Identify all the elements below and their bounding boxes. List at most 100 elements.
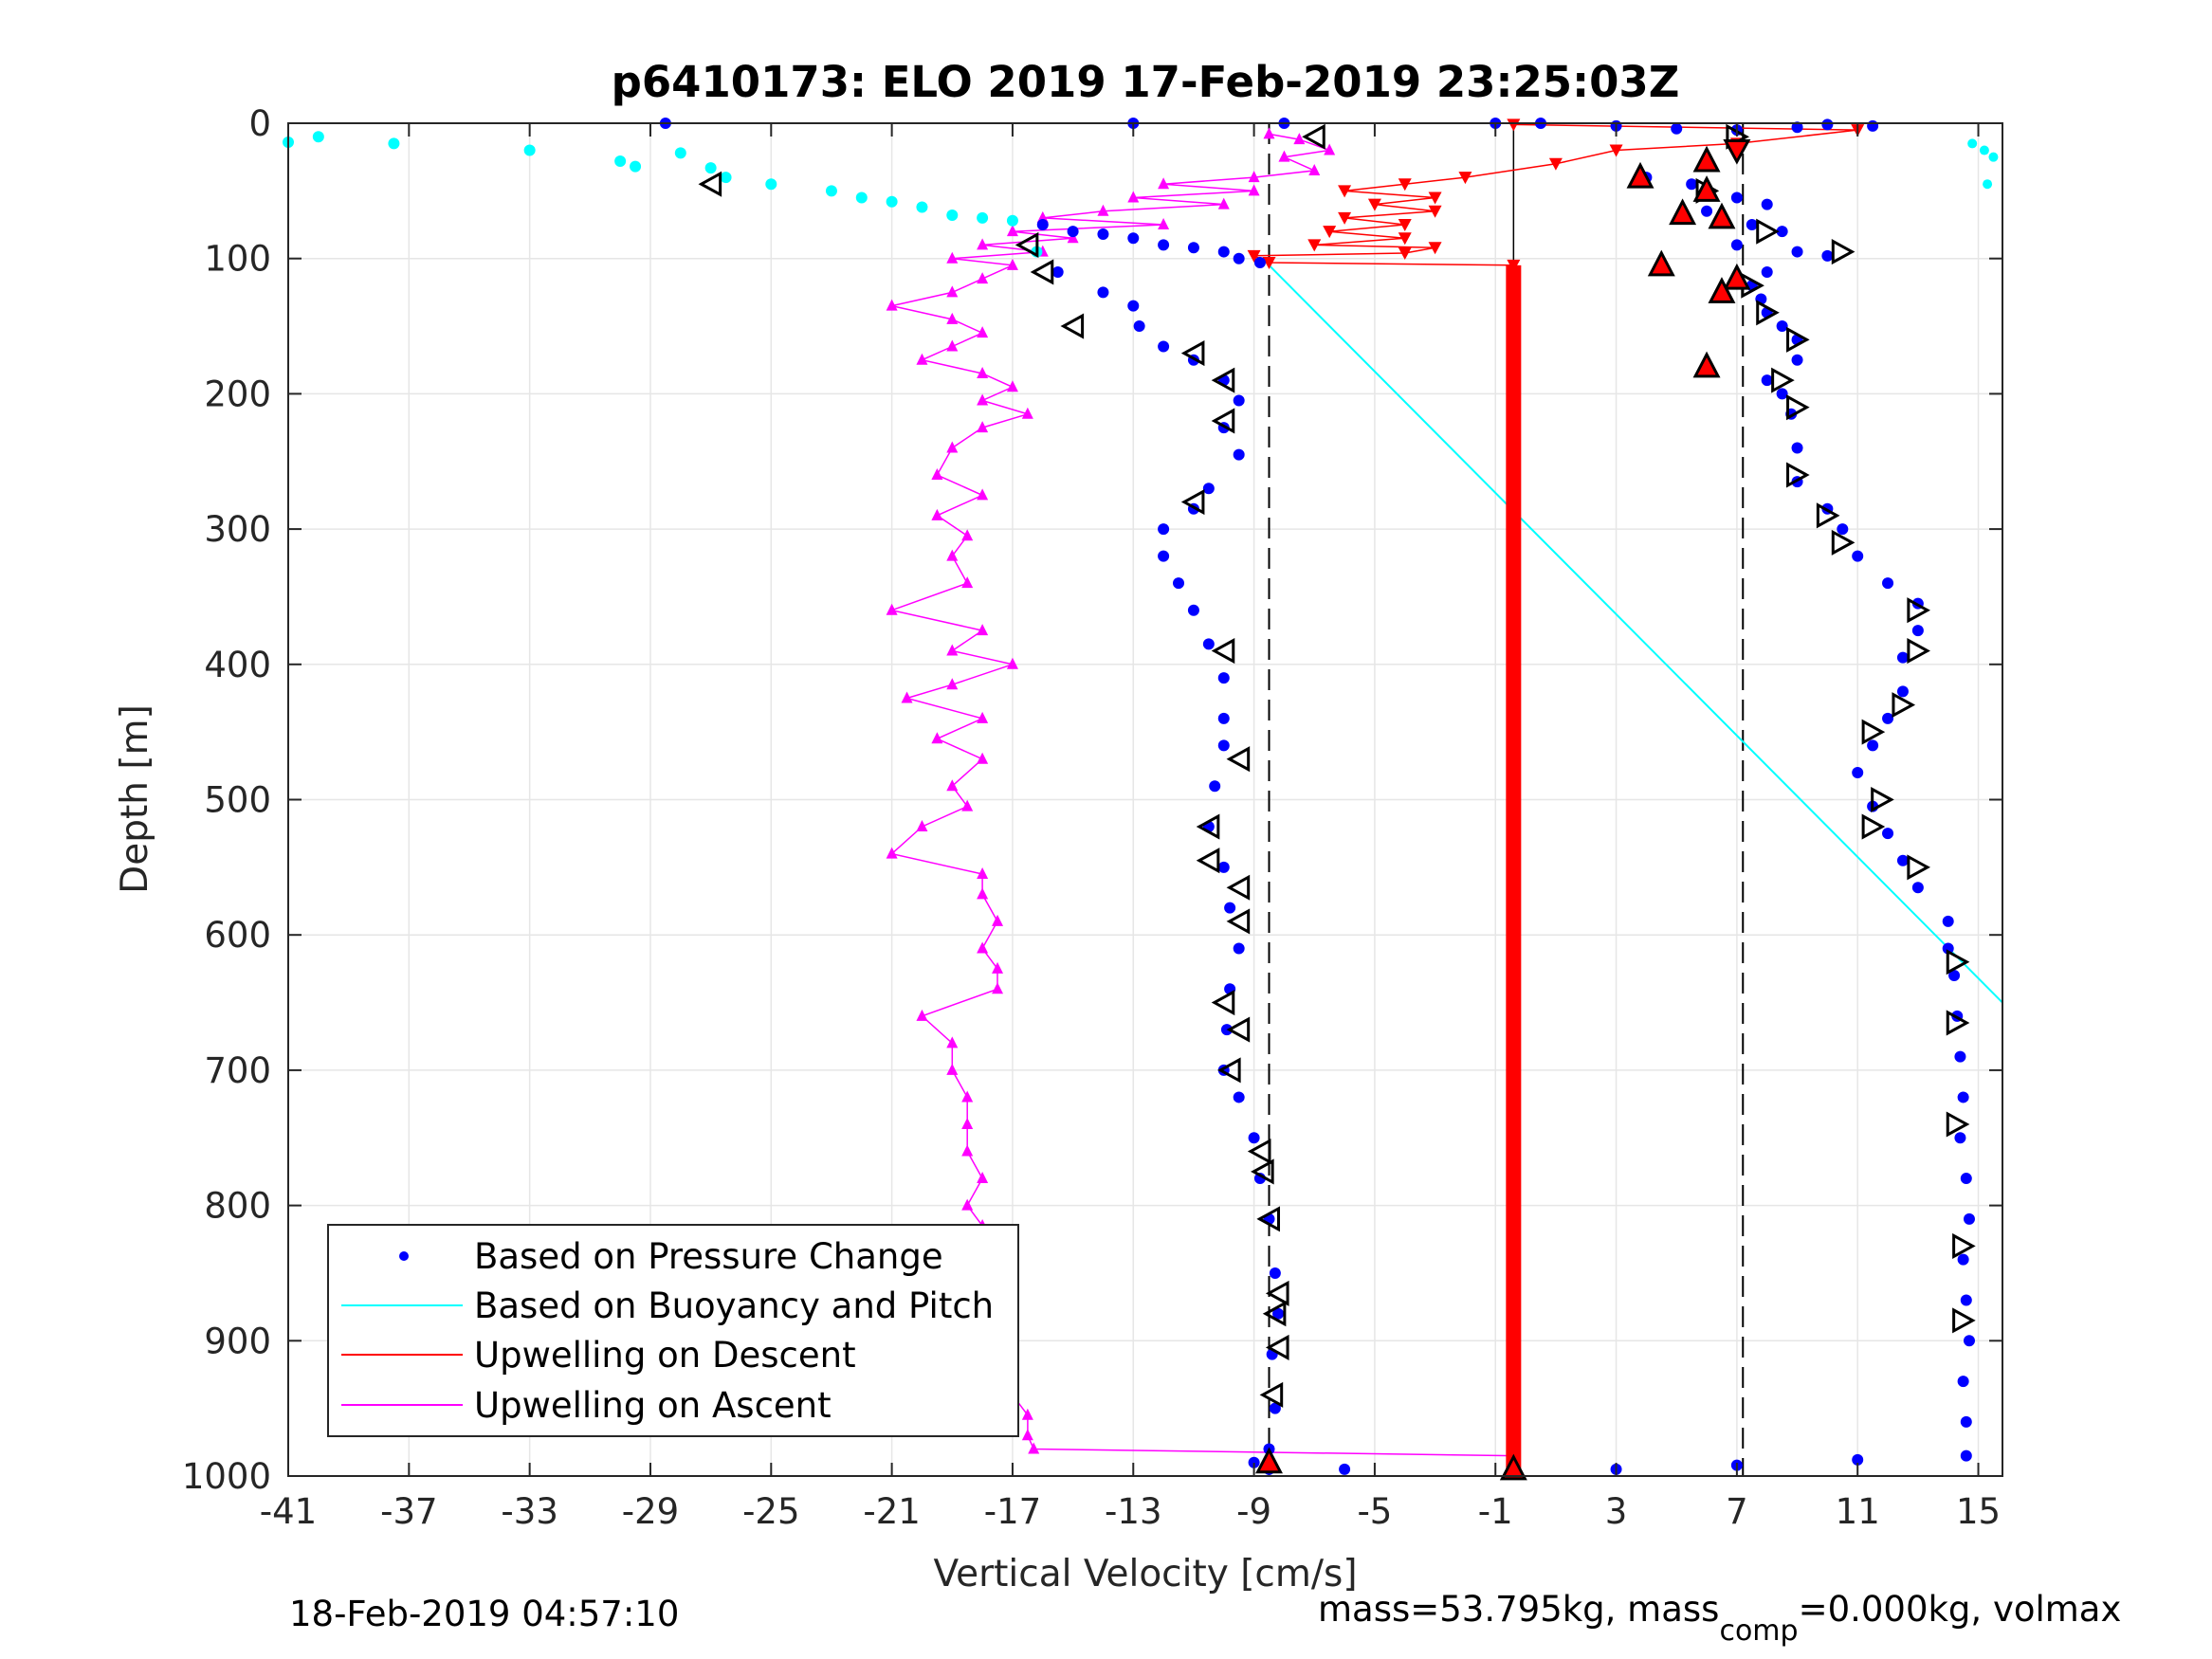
y-ticks: 0 100 200 300 400 500 600 700 800 900 1000	[182, 103, 2002, 1497]
pressure-point	[1942, 915, 1954, 927]
upwelling-ascent-marker	[886, 299, 898, 311]
pressure-point	[388, 137, 400, 150]
upwelling-ascent-marker	[977, 1172, 989, 1184]
pressure-point	[1127, 232, 1140, 245]
ascent-arrow-marker	[1786, 462, 1810, 488]
pressure-point	[1821, 118, 1834, 131]
pressure-point	[1730, 239, 1743, 251]
ascent-arrow-marker	[1952, 1307, 1976, 1334]
ascent-arrow-marker	[1946, 1010, 1970, 1036]
upwelling-descent-marker	[1428, 242, 1442, 255]
ascent-arrow-marker	[1756, 300, 1780, 326]
x-ticks: -41 -37 -33 -29 -25 -21 -17 -13 -9 -5 -1 3 7 11 15	[260, 123, 2001, 1532]
pressure-point	[825, 185, 837, 197]
pressure-point	[1761, 374, 1773, 387]
pressure-point	[1158, 523, 1170, 536]
upwelling-descent-marker	[1247, 249, 1261, 263]
upwelling-descent-marker	[1398, 246, 1412, 260]
grid	[287, 122, 2002, 1477]
red-triangle-marker	[1708, 202, 1736, 229]
upwelling-ascent-marker	[977, 624, 989, 636]
upwelling-ascent-marker	[916, 1009, 928, 1021]
legend-item-ascent: Upwelling on Ascent	[341, 1385, 832, 1426]
pressure-point	[1233, 448, 1245, 461]
descent-arrow-marker	[1302, 123, 1325, 150]
pressure-point	[1791, 121, 1803, 134]
upwelling-ascent-marker	[1067, 231, 1079, 244]
legend: Based on Pressure Change Based on Buoyan…	[327, 1224, 1019, 1437]
x-tick-label: -25	[742, 1491, 799, 1532]
pressure-point	[1217, 861, 1230, 873]
y-axis-label: Depth [m]	[114, 704, 156, 894]
pressure-point	[886, 195, 898, 208]
descent-arrow-marker	[1256, 1206, 1281, 1232]
pressure-point	[1948, 970, 1961, 982]
descent-arrow-marker	[1226, 746, 1251, 773]
pressure-point	[1896, 685, 1909, 698]
upwelling-ascent-marker	[1028, 1442, 1040, 1454]
upwelling-descent-marker	[1262, 256, 1276, 269]
upwelling-ascent-marker	[1248, 184, 1260, 196]
chart-title: p6410173: ELO 2019 17-Feb-2019 23:25:03Z	[612, 57, 1680, 107]
pressure-point	[1957, 1253, 1969, 1266]
pressure-point	[1233, 394, 1245, 407]
upwelling-ascent-marker	[961, 799, 974, 811]
pressure-point	[523, 144, 536, 156]
pressure-point	[1852, 1453, 1864, 1466]
ascent-arrow-marker	[1756, 218, 1780, 245]
x-tick-label: -21	[863, 1491, 920, 1532]
pressure-point	[1202, 638, 1215, 650]
x-tick-label: 3	[1605, 1491, 1628, 1532]
red-triangle-marker	[1255, 1447, 1283, 1474]
upwelling-ascent-marker	[946, 285, 959, 298]
pressure-point	[1133, 320, 1145, 333]
pressure-point	[1957, 1091, 1969, 1103]
upwelling-ascent-marker	[1127, 191, 1140, 203]
upwelling-ascent-marker	[916, 353, 928, 365]
red-triangle-marker	[1708, 277, 1736, 303]
upwelling-descent-marker	[1398, 219, 1412, 232]
upwelling-ascent-marker	[977, 488, 989, 501]
descent-arrow-marker	[1217, 1057, 1241, 1084]
ascent-arrow-marker	[1892, 692, 1916, 719]
legend-label-buoyancy: Based on Buoyancy and Pitch	[474, 1285, 994, 1326]
pressure-point	[916, 201, 928, 213]
ascent-arrow-marker	[1786, 326, 1810, 353]
legend-item-buoyancy: Based on Buoyancy and Pitch	[341, 1285, 994, 1326]
descent-arrow-marker	[1211, 637, 1235, 665]
x-tick-label: -37	[380, 1491, 437, 1532]
y-tick-label: 800	[204, 1186, 271, 1227]
pressure-point	[1867, 739, 1879, 752]
pressure-point	[720, 172, 732, 184]
pressure-point	[1963, 1212, 1975, 1225]
pressure-point	[1896, 651, 1909, 664]
descent-arrow-marker	[1259, 1381, 1284, 1408]
upwelling-ascent-marker	[1021, 1408, 1033, 1420]
pressure-point	[1051, 265, 1064, 278]
y-tick-label: 500	[204, 780, 271, 821]
upwelling-ascent-marker	[1278, 150, 1290, 162]
pressure-point	[1173, 577, 1185, 590]
pressure-point	[1248, 1456, 1260, 1468]
buoyancy-marker	[1967, 138, 1978, 149]
pressure-point	[1224, 902, 1236, 914]
pressure-point	[1217, 712, 1230, 724]
upwelling-ascent-marker	[977, 887, 989, 900]
descent-arrow-marker	[1196, 848, 1220, 874]
upwelling-ascent-marker	[977, 941, 989, 954]
upwelling-ascent-marker	[977, 326, 989, 338]
pressure-point	[1158, 340, 1170, 353]
upwelling-ascent-marker	[961, 1090, 974, 1103]
pressure-point	[1686, 178, 1698, 191]
descent-arrow-marker	[698, 171, 722, 197]
upwelling-descent-marker	[1338, 185, 1352, 198]
pressure-point	[1954, 1050, 1966, 1063]
x-tick-label: 11	[1836, 1491, 1880, 1532]
red-triangle-marker	[1692, 145, 1721, 173]
ascent-arrow-marker	[1946, 949, 1970, 975]
pressure-point	[1776, 226, 1788, 238]
upwelling-ascent-marker	[1006, 657, 1018, 669]
descent-arrow-marker	[1211, 990, 1235, 1016]
upwelling-ascent-marker	[1293, 133, 1306, 145]
